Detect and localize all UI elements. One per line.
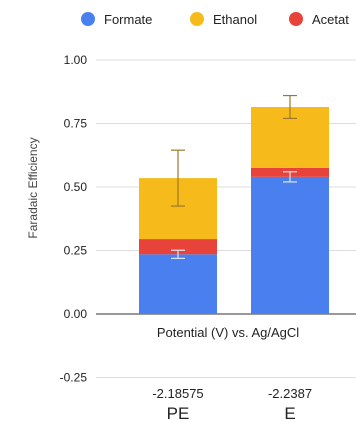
legend-label-2: Acetat <box>312 12 349 27</box>
bar-formate-1 <box>251 176 329 314</box>
y-tick-label-1: 0.75 <box>64 117 88 131</box>
y-tick-labels: 1.00 0.75 0.50 0.25 0.00 -0.25 <box>60 53 88 385</box>
legend-marker-0 <box>81 12 95 26</box>
bars <box>139 106 329 314</box>
y-tick-label-2: 0.50 <box>64 180 88 194</box>
y-tick-label-0: 1.00 <box>64 53 88 67</box>
legend-label-0: Formate <box>104 12 152 27</box>
legend-label-1: Ethanol <box>213 12 257 27</box>
x-category-potential-1: -2.2387 <box>268 386 312 401</box>
legend-marker-1 <box>190 12 204 26</box>
x-axis-title: Potential (V) vs. Ag/AgCl <box>157 325 299 340</box>
y-tick-label-3: 0.25 <box>64 244 88 258</box>
error-bars <box>171 94 297 259</box>
legend: Formate Ethanol Acetat <box>81 12 349 27</box>
y-tick-label-4: 0.00 <box>64 307 88 321</box>
bar-acetate-0 <box>139 239 217 255</box>
x-category-label-0: PE <box>167 404 190 423</box>
x-category-labels: -2.18575 PE -2.2387 E <box>152 386 312 423</box>
legend-marker-2 <box>289 12 303 26</box>
x-category-potential-0: -2.18575 <box>152 386 203 401</box>
y-axis-title: Faradaic Efficiency <box>26 137 40 238</box>
x-category-label-1: E <box>284 404 295 423</box>
bar-formate-0 <box>139 254 217 314</box>
y-tick-label-5: -0.25 <box>60 371 88 385</box>
